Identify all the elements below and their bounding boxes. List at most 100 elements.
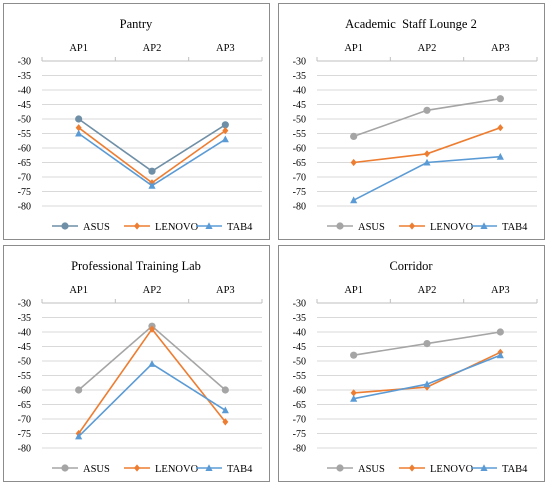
y-tick-label: -70 (18, 173, 31, 184)
data-point-asus (496, 95, 504, 103)
chart-svg-professional-training-lab: Professional Training Lab -30 -35 -40 -45 -50… (18, 259, 263, 475)
data-point-tab4 (496, 351, 504, 359)
y-tick-label: -35 (293, 313, 306, 324)
legend-label-tab4: TAB4 (227, 222, 253, 233)
y-tick-label: -60 (293, 144, 306, 155)
x-tick-label: AP3 (491, 285, 510, 296)
legend-label-asus: ASUS (358, 222, 385, 233)
data-point-asus (423, 340, 431, 348)
data-point-tab4 (423, 158, 431, 166)
y-tick-label: -45 (18, 100, 31, 111)
y-tick-label: -50 (18, 357, 31, 368)
data-point-asus (221, 121, 229, 129)
chart-title: Corridor (389, 259, 433, 273)
legend-marker-asus (61, 464, 69, 472)
y-tick-label: -40 (293, 328, 306, 339)
data-point-asus (75, 386, 83, 394)
chart-panel-pantry: Pantry -30 -35 -40 -45 -50 -55 -60 -65 -70 -75 -80 A… (3, 3, 270, 240)
data-point-tab4 (148, 181, 156, 189)
y-tick-label: -65 (293, 158, 306, 169)
y-tick-label: -65 (18, 400, 31, 411)
legend-label-lenovo: LENOVO (430, 222, 474, 233)
y-tick-label: -80 (293, 202, 306, 213)
x-tick-label: AP1 (69, 43, 88, 54)
data-point-tab4 (75, 129, 83, 137)
data-point-tab4 (496, 152, 504, 160)
y-tick-label: -35 (18, 313, 31, 324)
x-tick-label: AP2 (418, 43, 437, 54)
legend-marker-lenovo (134, 464, 140, 472)
chart-svg-pantry: Pantry -30 -35 -40 -45 -50 -55 -60 -65 -70 -75 -80 A… (18, 17, 263, 233)
legend-marker-asus (336, 464, 344, 472)
x-tick-label: AP3 (491, 43, 510, 54)
y-tick-label: -80 (18, 444, 31, 455)
legend-label-tab4: TAB4 (502, 222, 528, 233)
x-tick-label: AP2 (143, 43, 162, 54)
x-tick-label: AP1 (344, 43, 363, 54)
data-point-lenovo (75, 124, 82, 132)
y-tick-label: -60 (18, 386, 31, 397)
y-tick-label: -45 (18, 342, 31, 353)
legend-label-tab4: TAB4 (227, 464, 253, 475)
data-point-asus (350, 132, 358, 140)
data-point-asus (496, 328, 504, 336)
y-tick-label: -35 (293, 71, 306, 82)
y-tick-label: -35 (18, 71, 31, 82)
y-tick-label: -70 (293, 173, 306, 184)
x-tick-label: AP1 (69, 285, 88, 296)
chart-panel-professional-training-lab: Professional Training Lab -30 -35 -40 -45 -50… (3, 245, 270, 482)
y-tick-label: -30 (18, 299, 31, 310)
data-point-lenovo (424, 150, 430, 158)
legend-marker-tab4 (480, 222, 488, 229)
legend-marker-lenovo (409, 464, 415, 472)
data-point-lenovo (222, 127, 229, 135)
legend-marker-lenovo (134, 222, 140, 230)
data-point-tab4 (221, 406, 229, 414)
data-point-asus (423, 106, 431, 114)
data-point-tab4 (423, 380, 431, 388)
y-tick-label: -40 (293, 86, 306, 97)
legend-label-lenovo: LENOVO (155, 222, 199, 233)
x-tick-label: AP2 (143, 285, 162, 296)
y-tick-label: -70 (18, 415, 31, 426)
legend-marker-asus (61, 222, 69, 230)
chart-svg-corridor: Corridor -30 -35 -40 -45 -50 -55 -60 -65 -70 -75 -8… (293, 259, 538, 475)
y-tick-label: -75 (293, 429, 306, 440)
y-tick-label: -40 (18, 328, 31, 339)
y-tick-label: -55 (293, 129, 306, 140)
data-point-asus (148, 167, 156, 175)
series-line-lenovo (78, 327, 226, 434)
legend-marker-tab4 (205, 222, 213, 229)
series-line-tab4 (78, 362, 226, 437)
chart-panel-academic-staff-lounge: Academic Staff Lounge 2 -30 -35 -40 -45 -50 -5… (278, 3, 545, 240)
y-tick-label: -60 (293, 386, 306, 397)
y-tick-label: -55 (18, 129, 31, 140)
legend-label-lenovo: LENOVO (155, 464, 199, 475)
data-point-asus (350, 351, 358, 359)
chart-title: Academic Staff Lounge 2 (345, 17, 477, 31)
data-point-lenovo (497, 124, 504, 132)
chart-panel-corridor: Corridor -30 -35 -40 -45 -50 -55 -60 -65 -70 -75 -8… (278, 245, 545, 482)
data-point-lenovo (350, 158, 357, 167)
series-line-tab4 (78, 132, 226, 187)
legend-label-lenovo: LENOVO (430, 464, 474, 475)
y-tick-label: -40 (18, 86, 31, 97)
legend-marker-asus (336, 222, 344, 230)
y-tick-label: -45 (293, 100, 306, 111)
data-point-tab4 (75, 432, 83, 440)
legend-label-asus: ASUS (83, 222, 110, 233)
data-point-tab4 (221, 135, 229, 143)
y-tick-label: -50 (293, 357, 306, 368)
y-tick-label: -55 (293, 371, 306, 382)
y-tick-label: -65 (18, 158, 31, 169)
y-tick-label: -75 (18, 187, 31, 198)
y-tick-label: -30 (293, 299, 306, 310)
legend-label-tab4: TAB4 (502, 464, 528, 475)
y-tick-label: -30 (293, 57, 306, 68)
x-tick-label: AP2 (418, 285, 437, 296)
data-point-asus (75, 115, 83, 123)
chart-svg-academic-staff-lounge: Academic Staff Lounge 2 -30 -35 -40 -45 -50 -5… (293, 17, 538, 233)
y-tick-label: -80 (18, 202, 31, 213)
y-tick-label: -70 (293, 415, 306, 426)
legend-marker-tab4 (205, 464, 213, 471)
